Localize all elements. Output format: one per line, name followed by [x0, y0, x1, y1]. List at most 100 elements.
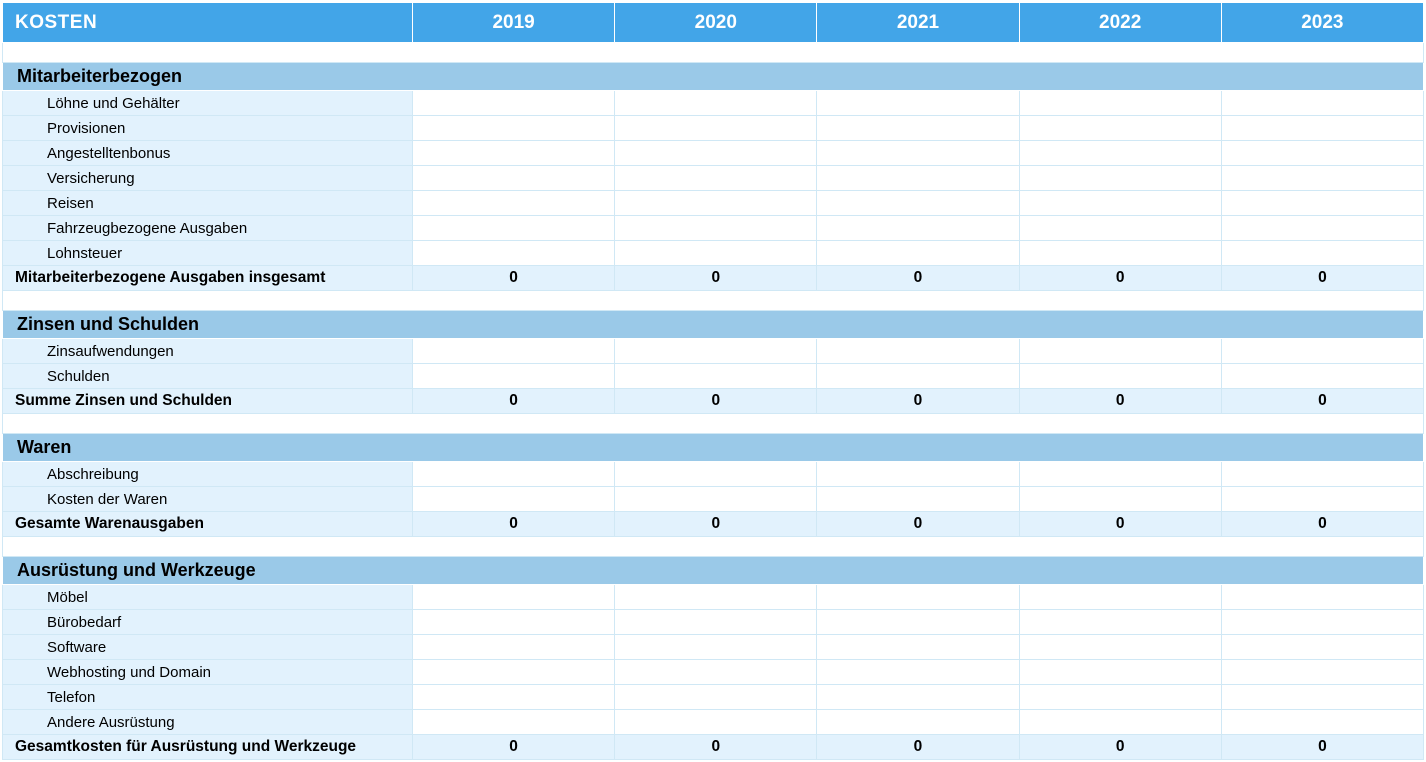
item-value-cell[interactable]: [413, 635, 615, 660]
item-value-cell[interactable]: [1221, 710, 1423, 735]
item-value-cell[interactable]: [1019, 216, 1221, 241]
section-header-label: Zinsen und Schulden: [3, 311, 1424, 339]
item-value-cell[interactable]: [817, 685, 1019, 710]
total-value: 0: [413, 266, 615, 291]
item-value-cell[interactable]: [413, 364, 615, 389]
item-value-cell[interactable]: [1221, 685, 1423, 710]
item-value-cell[interactable]: [1221, 610, 1423, 635]
item-value-cell[interactable]: [817, 660, 1019, 685]
spacer-cell: [3, 414, 1424, 434]
item-value-cell[interactable]: [1019, 364, 1221, 389]
item-value-cell[interactable]: [413, 216, 615, 241]
item-value-cell[interactable]: [615, 685, 817, 710]
item-value-cell[interactable]: [817, 166, 1019, 191]
item-value-cell[interactable]: [817, 487, 1019, 512]
item-value-cell[interactable]: [1221, 216, 1423, 241]
item-value-cell[interactable]: [1221, 241, 1423, 266]
item-value-cell[interactable]: [1019, 339, 1221, 364]
item-value-cell[interactable]: [1019, 585, 1221, 610]
item-value-cell[interactable]: [1221, 364, 1423, 389]
item-value-cell[interactable]: [615, 635, 817, 660]
item-value-cell[interactable]: [1019, 660, 1221, 685]
item-value-cell[interactable]: [1221, 487, 1423, 512]
item-value-cell[interactable]: [615, 166, 817, 191]
item-value-cell[interactable]: [615, 339, 817, 364]
item-value-cell[interactable]: [1019, 462, 1221, 487]
item-value-cell[interactable]: [413, 241, 615, 266]
item-row: Software: [3, 635, 1424, 660]
total-row: Summe Zinsen und Schulden00000: [3, 389, 1424, 414]
item-value-cell[interactable]: [615, 241, 817, 266]
item-value-cell[interactable]: [1019, 710, 1221, 735]
item-value-cell[interactable]: [817, 585, 1019, 610]
item-row: Reisen: [3, 191, 1424, 216]
item-value-cell[interactable]: [1019, 610, 1221, 635]
item-value-cell[interactable]: [615, 487, 817, 512]
total-value: 0: [615, 512, 817, 537]
item-value-cell[interactable]: [1019, 487, 1221, 512]
item-value-cell[interactable]: [1221, 635, 1423, 660]
item-value-cell[interactable]: [1019, 141, 1221, 166]
item-value-cell[interactable]: [615, 91, 817, 116]
item-value-cell[interactable]: [615, 660, 817, 685]
item-label: Fahrzeugbezogene Ausgaben: [3, 216, 413, 241]
item-value-cell[interactable]: [817, 241, 1019, 266]
item-value-cell[interactable]: [615, 216, 817, 241]
item-value-cell[interactable]: [615, 610, 817, 635]
item-value-cell[interactable]: [413, 685, 615, 710]
item-value-cell[interactable]: [1019, 241, 1221, 266]
total-value: 0: [413, 512, 615, 537]
total-label: Mitarbeiterbezogene Ausgaben insgesamt: [3, 266, 413, 291]
item-value-cell[interactable]: [817, 141, 1019, 166]
item-value-cell[interactable]: [1221, 91, 1423, 116]
item-value-cell[interactable]: [413, 116, 615, 141]
item-value-cell[interactable]: [1019, 166, 1221, 191]
item-value-cell[interactable]: [1019, 191, 1221, 216]
item-value-cell[interactable]: [615, 191, 817, 216]
item-value-cell[interactable]: [413, 339, 615, 364]
item-value-cell[interactable]: [615, 585, 817, 610]
total-value: 0: [817, 389, 1019, 414]
item-value-cell[interactable]: [413, 462, 615, 487]
item-value-cell[interactable]: [1221, 660, 1423, 685]
section-header-row: Zinsen und Schulden: [3, 311, 1424, 339]
item-value-cell[interactable]: [615, 364, 817, 389]
item-value-cell[interactable]: [817, 216, 1019, 241]
item-value-cell[interactable]: [1221, 141, 1423, 166]
item-value-cell[interactable]: [413, 585, 615, 610]
item-value-cell[interactable]: [1221, 166, 1423, 191]
item-value-cell[interactable]: [1019, 685, 1221, 710]
item-value-cell[interactable]: [817, 191, 1019, 216]
item-value-cell[interactable]: [1221, 585, 1423, 610]
item-value-cell[interactable]: [615, 141, 817, 166]
item-value-cell[interactable]: [1221, 339, 1423, 364]
item-value-cell[interactable]: [413, 487, 615, 512]
item-value-cell[interactable]: [817, 710, 1019, 735]
item-value-cell[interactable]: [817, 610, 1019, 635]
spacer-cell: [3, 43, 1424, 63]
item-value-cell[interactable]: [615, 710, 817, 735]
item-value-cell[interactable]: [413, 660, 615, 685]
item-row: Bürobedarf: [3, 610, 1424, 635]
item-value-cell[interactable]: [817, 116, 1019, 141]
item-value-cell[interactable]: [413, 710, 615, 735]
item-value-cell[interactable]: [1019, 116, 1221, 141]
item-value-cell[interactable]: [615, 462, 817, 487]
item-value-cell[interactable]: [1221, 116, 1423, 141]
item-value-cell[interactable]: [615, 116, 817, 141]
item-value-cell[interactable]: [413, 166, 615, 191]
item-value-cell[interactable]: [817, 364, 1019, 389]
item-value-cell[interactable]: [1019, 635, 1221, 660]
item-value-cell[interactable]: [1221, 462, 1423, 487]
item-value-cell[interactable]: [413, 610, 615, 635]
item-value-cell[interactable]: [1221, 191, 1423, 216]
item-value-cell[interactable]: [817, 462, 1019, 487]
item-value-cell[interactable]: [413, 141, 615, 166]
item-value-cell[interactable]: [817, 635, 1019, 660]
item-value-cell[interactable]: [413, 191, 615, 216]
item-value-cell[interactable]: [817, 339, 1019, 364]
item-value-cell[interactable]: [1019, 91, 1221, 116]
section-header-label: Waren: [3, 434, 1424, 462]
item-value-cell[interactable]: [413, 91, 615, 116]
item-value-cell[interactable]: [817, 91, 1019, 116]
